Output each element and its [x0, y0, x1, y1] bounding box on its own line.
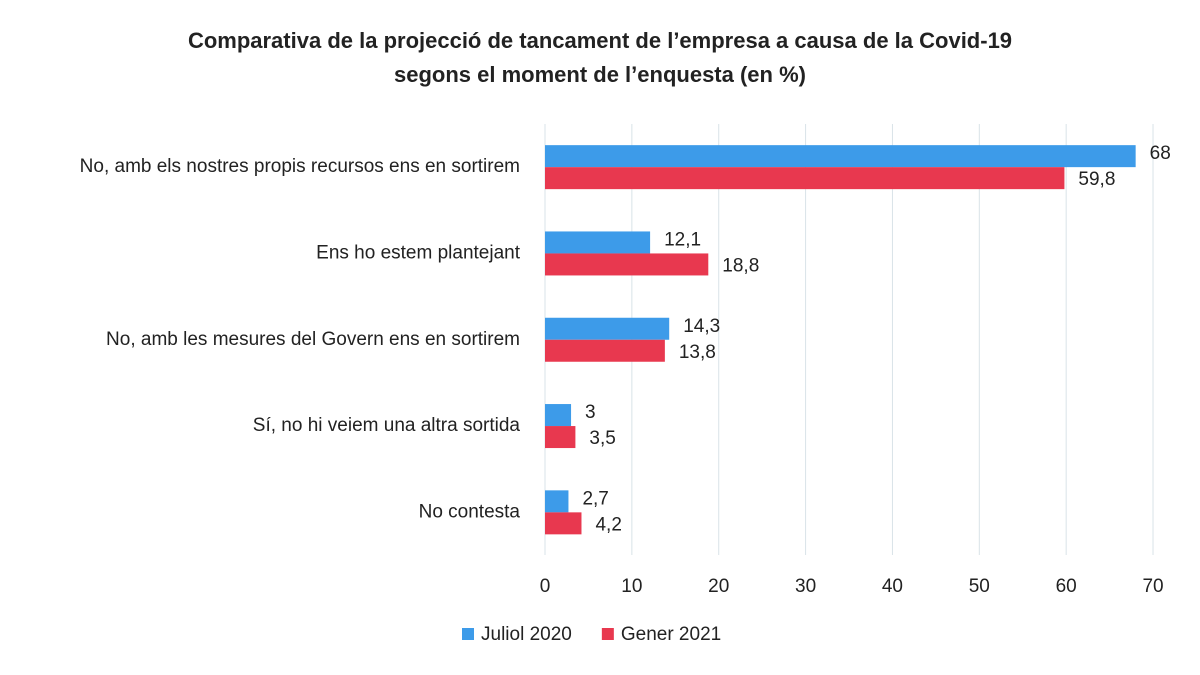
y-tick-label: No, amb les mesures del Govern ens en so… [106, 329, 520, 350]
y-tick-label: Sí, no hi veiem una altra sortida [253, 415, 521, 436]
bar [545, 339, 665, 362]
x-tick-label: 20 [708, 576, 729, 597]
value-label: 14,3 [683, 316, 720, 337]
legend-label: Gener 2021 [621, 624, 721, 645]
value-label: 4,2 [595, 514, 621, 535]
bar [545, 426, 576, 449]
y-tick-label: Ens ho estem plantejant [316, 242, 521, 263]
value-label: 3 [585, 402, 596, 423]
value-label: 18,8 [722, 255, 759, 276]
chart-title: Comparativa de la projecció de tancament… [188, 28, 1012, 53]
y-tick-label: No contesta [419, 501, 521, 522]
value-label: 68 [1150, 143, 1171, 164]
value-label: 59,8 [1078, 169, 1115, 190]
legend-label: Juliol 2020 [481, 624, 572, 645]
value-label: 12,1 [664, 229, 701, 250]
value-label: 2,7 [582, 488, 608, 509]
x-tick-label: 0 [540, 576, 551, 597]
x-tick-label: 40 [882, 576, 903, 597]
x-tick-label: 10 [621, 576, 642, 597]
y-tick-label: No, amb els nostres propis recursos ens … [80, 156, 520, 177]
value-label: 3,5 [589, 428, 615, 449]
x-tick-label: 60 [1056, 576, 1077, 597]
x-tick-label: 30 [795, 576, 816, 597]
chart-title: segons el moment de l’enquesta (en %) [394, 62, 806, 87]
legend-swatch [601, 628, 614, 640]
bar [545, 490, 569, 513]
value-label: 13,8 [679, 342, 716, 363]
legend-swatch [462, 628, 474, 640]
bar [545, 512, 582, 535]
x-tick-label: 70 [1142, 576, 1163, 597]
x-tick-label: 50 [969, 576, 990, 597]
bar [545, 404, 572, 427]
bar [545, 145, 1136, 168]
bar [545, 167, 1065, 190]
bar [545, 317, 670, 340]
bar [545, 253, 709, 276]
bar [545, 231, 651, 254]
